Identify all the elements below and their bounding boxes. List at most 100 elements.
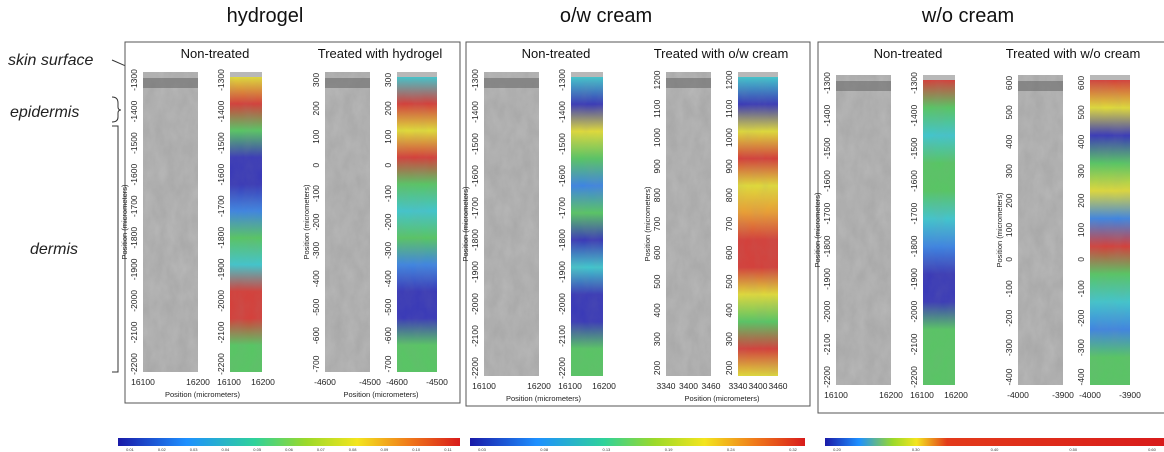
y-tick-label: -1700 <box>557 197 567 219</box>
y-tick-label: 100 <box>383 129 393 143</box>
body: skin surface epidermis dermis hydrogelNo… <box>0 0 1164 452</box>
image-texture <box>1018 75 1063 385</box>
x-tick-label: 16100 <box>910 390 934 400</box>
y-tick-label: 200 <box>311 101 321 115</box>
y-tick-label: -1800 <box>129 227 139 249</box>
y-tick-label: -1400 <box>216 100 226 122</box>
y-axis-label: Position (micrometers) <box>995 192 1004 268</box>
view-subtitle: Non-treated <box>522 46 591 61</box>
y-tick-label: 1100 <box>652 99 662 118</box>
y-tick-label: -1300 <box>470 69 480 91</box>
y-tick-label: -1700 <box>216 195 226 217</box>
x-axis-label: Position (micrometers) <box>506 394 582 403</box>
colorbar-label: 0.30 <box>912 447 921 452</box>
y-tick-label: -1700 <box>470 197 480 219</box>
y-tick-label: -2100 <box>216 321 226 343</box>
y-tick-label: -1600 <box>129 164 139 186</box>
x-axis-label: Position (micrometers) <box>684 394 760 403</box>
heat-texture <box>397 77 437 372</box>
image-texture <box>325 72 370 372</box>
y-tick-label: 100 <box>1004 223 1014 237</box>
y-tick-label: -2100 <box>822 333 832 355</box>
y-tick-label: -1300 <box>129 69 139 91</box>
view-subtitle: Treated with o/w cream <box>654 46 789 61</box>
y-tick-label: -1500 <box>129 132 139 154</box>
y-tick-label: -300 <box>311 242 321 259</box>
y-tick-label: -1300 <box>909 72 919 94</box>
y-axis-label: Position (micrometers) <box>643 186 652 262</box>
x-tick-label: -3900 <box>1119 390 1141 400</box>
y-tick-label: 600 <box>1004 76 1014 90</box>
colorbar-label: 0.60 <box>1148 447 1157 452</box>
y-tick-label: -600 <box>311 327 321 344</box>
colorbar-label: 0.07 <box>317 447 326 452</box>
y-tick-label: 0 <box>1004 257 1014 262</box>
panel-title: w/o cream <box>921 5 1014 27</box>
x-tick-label: 16200 <box>527 381 551 391</box>
colorbar-label: 0.03 <box>190 447 199 452</box>
y-tick-label: -2200 <box>822 366 832 388</box>
colorbar <box>470 438 805 446</box>
x-tick-label: 3400 <box>679 381 698 391</box>
colorbar-label: 0.19 <box>665 447 674 452</box>
image-texture <box>666 72 711 376</box>
y-tick-label: 300 <box>383 73 393 87</box>
x-tick-label: 3460 <box>702 381 721 391</box>
colorbar-label: 0.40 <box>991 447 1000 452</box>
image-texture <box>484 72 539 376</box>
heat-texture <box>230 77 262 372</box>
y-tick-label: -1700 <box>822 203 832 225</box>
image-texture <box>836 75 891 385</box>
y-tick-label: -2000 <box>557 293 567 315</box>
y-tick-label: 800 <box>652 188 662 202</box>
y-tick-label: -200 <box>311 213 321 230</box>
colorbar <box>825 438 1164 446</box>
y-tick-label: 700 <box>724 217 734 231</box>
x-tick-label: -4500 <box>359 377 381 387</box>
y-tick-label: -2000 <box>822 301 832 323</box>
y-tick-label: -400 <box>311 270 321 287</box>
colorbar-label: 0.06 <box>285 447 294 452</box>
y-tick-label: -1700 <box>129 195 139 217</box>
x-tick-label: -3900 <box>1052 390 1074 400</box>
skin-surface-band <box>484 78 539 88</box>
colorbar-label: 0.03 <box>478 447 487 452</box>
heat-texture <box>1090 80 1130 385</box>
y-tick-label: -1800 <box>909 235 919 257</box>
y-tick-label: -1400 <box>470 101 480 123</box>
x-tick-label: -4500 <box>426 377 448 387</box>
y-tick-label: 900 <box>724 159 734 173</box>
x-tick-label: 16200 <box>251 377 275 387</box>
x-tick-label: 3460 <box>769 381 788 391</box>
y-tick-label: -300 <box>1004 339 1014 356</box>
heat-texture <box>571 77 603 376</box>
y-tick-label: -1600 <box>216 164 226 186</box>
y-tick-label: 1000 <box>724 128 734 147</box>
y-tick-label: 500 <box>652 274 662 288</box>
skin-surface-band <box>666 78 711 88</box>
y-tick-label: 0 <box>383 163 393 168</box>
y-tick-label: -1400 <box>129 100 139 122</box>
y-tick-label: 100 <box>311 129 321 143</box>
x-tick-label: -4600 <box>386 377 408 387</box>
y-tick-label: 200 <box>383 101 393 115</box>
figure: skin surface epidermis dermis hydrogelNo… <box>0 0 1164 452</box>
page: { "annotations": {"skin_surface": "skin … <box>0 0 1164 452</box>
y-tick-label: 300 <box>1004 164 1014 178</box>
colorbar <box>118 438 460 446</box>
skin-surface-band <box>836 81 891 91</box>
y-tick-label: -300 <box>383 242 393 259</box>
x-tick-label: 16100 <box>824 390 848 400</box>
y-tick-label: -700 <box>383 355 393 372</box>
y-tick-label: -1600 <box>822 170 832 192</box>
y-tick-label: 600 <box>652 245 662 259</box>
y-tick-label: -100 <box>1076 280 1086 297</box>
y-tick-label: -1800 <box>557 229 567 251</box>
y-tick-label: -1800 <box>822 235 832 257</box>
x-tick-label: -4000 <box>1007 390 1029 400</box>
y-tick-label: -1700 <box>909 203 919 225</box>
y-tick-label: 500 <box>1076 105 1086 119</box>
y-tick-label: -1600 <box>470 165 480 187</box>
y-tick-label: -200 <box>383 213 393 230</box>
y-tick-label: -400 <box>1076 368 1086 385</box>
